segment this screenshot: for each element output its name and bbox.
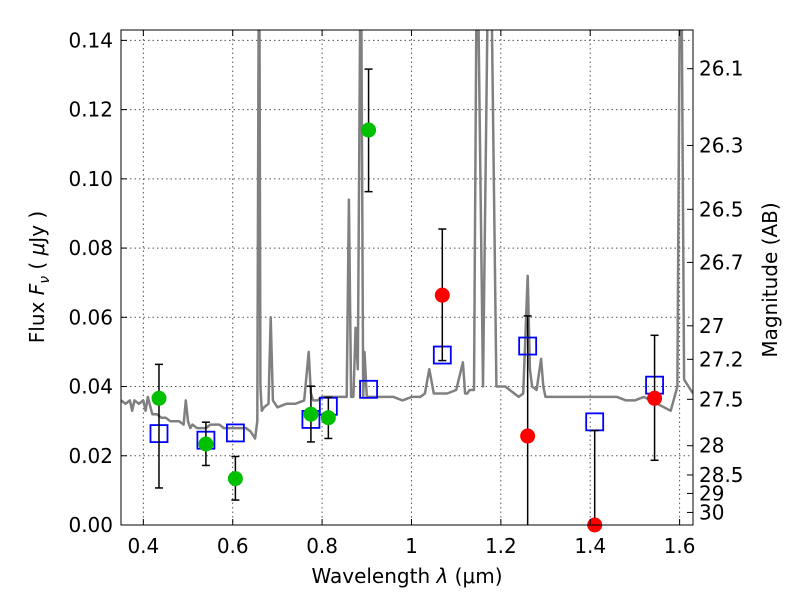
y-tick-label: 0.10 — [68, 167, 113, 191]
grid — [121, 30, 693, 526]
right-axis-title: Magnitude (AB) — [758, 202, 782, 357]
mag-tick-label: 26.7 — [699, 250, 744, 274]
ir-point — [647, 390, 663, 406]
x-axis-title: Wavelength λ (μm) — [311, 564, 502, 588]
mag-tick-label: 30 — [699, 500, 724, 524]
detection-point — [227, 471, 243, 487]
y-tick-label: 0.04 — [68, 375, 113, 399]
mag-tick-label: 27.2 — [699, 347, 744, 371]
mag-tick-label: 29 — [699, 481, 724, 505]
x-axis-title-unit: (μm) — [448, 564, 502, 588]
spectrum-line — [121, 30, 693, 440]
y-axis-title-open: ( — [25, 255, 49, 276]
y-tick-label: 0.08 — [68, 236, 113, 260]
x-tick-label: 0.4 — [127, 534, 159, 558]
x-tick-label: 1.4 — [574, 534, 606, 558]
x-axis-title-prefix: Wavelength — [311, 564, 436, 588]
y-axis-title-subscript: ν — [37, 276, 53, 284]
data-points — [149, 68, 664, 533]
mag-tick-label: 26.3 — [699, 133, 744, 157]
detection-point — [198, 436, 214, 452]
x-tick-label: 0.8 — [306, 534, 338, 558]
mag-tick-label: 27.5 — [699, 387, 744, 411]
mag-tick-label: 26.5 — [699, 197, 744, 221]
axis-ticks: 0.4 0.6 0.8 1 1.2 1.4 1.6 0.00 0.02 0.04 0.06 0.08 0… — [68, 28, 743, 558]
x-tick-label: 1.2 — [485, 534, 517, 558]
detection-point — [151, 390, 167, 406]
y-tick-label: 0.06 — [68, 305, 113, 329]
y-tick-label: 0.14 — [68, 28, 113, 52]
y-axis-title: Flux Fν ( μJy ) — [25, 211, 53, 343]
plot-area — [121, 30, 693, 440]
ir-point — [520, 428, 536, 444]
x-tick-label: 1 — [405, 534, 418, 558]
x-tick-label: 1.6 — [664, 534, 696, 558]
x-axis-title-symbol: λ — [435, 564, 448, 588]
model-point — [585, 412, 605, 432]
y-tick-label: 0.12 — [68, 98, 113, 122]
mag-tick-label: 26.1 — [699, 57, 744, 81]
model-point — [225, 423, 245, 443]
y-axis-title-mu: μ — [25, 243, 49, 257]
y-tick-label: 0.02 — [68, 444, 113, 468]
y-axis-title-symbol: F — [25, 283, 49, 295]
y-axis-title-prefix: Flux — [25, 295, 49, 343]
mag-tick-label: 27 — [699, 314, 724, 338]
mag-tick-label: 28 — [699, 434, 724, 458]
ir-point — [434, 287, 450, 303]
detection-point — [361, 122, 377, 138]
y-axis-title-unit: Jy ) — [25, 211, 49, 245]
plot-frame — [120, 29, 694, 526]
model-point — [359, 379, 378, 399]
detection-point — [320, 410, 336, 426]
detection-point — [303, 406, 319, 422]
x-tick-label: 0.6 — [217, 534, 249, 558]
mag-tick-label: 28.5 — [699, 463, 744, 487]
y-tick-label: 0.00 — [68, 513, 113, 537]
